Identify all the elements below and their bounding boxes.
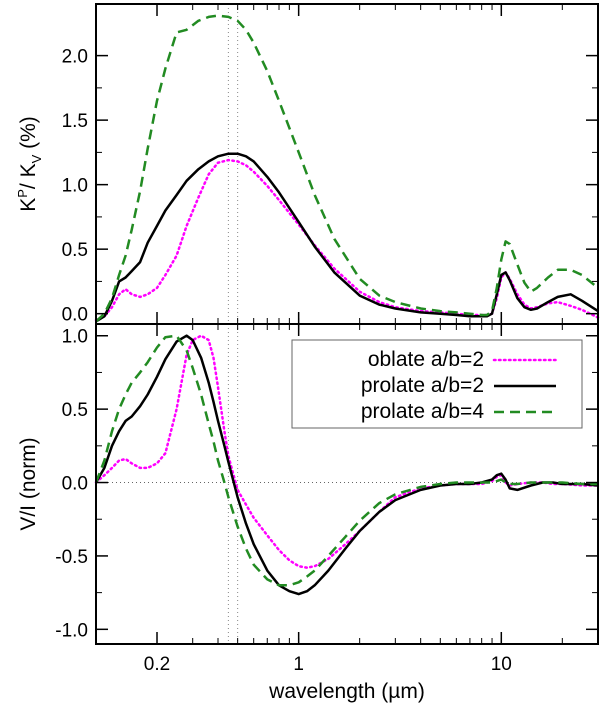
bottom-ytick-label-3: 0.5	[62, 400, 88, 421]
top-series-line-1	[94, 158, 600, 322]
top-panel-frame	[95, 3, 599, 325]
bottom-ytick-label-4: 1.0	[62, 327, 88, 348]
bottom-ytick-label-0: -1.0	[55, 620, 88, 641]
xtick-label-2: 10	[491, 654, 512, 675]
top-ytick-label-4: 2.0	[62, 47, 88, 68]
bottom-y-axis-label: V/I (norm)	[17, 437, 40, 530]
bottom-series-line-1	[94, 334, 600, 569]
legend: oblate a/b=2 prolate a/b=2 prolate a/b=4	[291, 339, 583, 429]
bottom-panel-y-ticks: -1.0 -0.5 0.0 0.5 1.0	[55, 327, 598, 641]
top-ytick-label-3: 1.5	[62, 111, 88, 132]
top-ytick-label-0: 0.0	[62, 305, 88, 326]
top-series-line-3	[95, 14, 599, 323]
top-y-axis-label: KP/ KV (%)	[15, 116, 44, 212]
bottom-series-line-3	[94, 334, 598, 587]
bottom-ytick-label-1: -0.5	[55, 547, 88, 568]
bottom-panel-frame	[95, 323, 599, 645]
legend-box	[291, 339, 583, 429]
legend-label-prolate-ab4: prolate a/b=4	[361, 400, 485, 423]
bottom-panel-reference-lines	[96, 324, 598, 644]
top-ytick-label-2: 1.0	[62, 176, 88, 197]
legend-label-oblate-ab2: oblate a/b=2	[368, 348, 484, 371]
x-axis-ticks: 0.2 1 10	[95, 4, 599, 675]
bottom-ytick-label-2: 0.0	[62, 474, 88, 495]
top-panel-y-ticks: 0.0 0.5 1.0 1.5 2.0	[62, 47, 598, 326]
top-ytick-label-1: 0.5	[62, 240, 88, 261]
bottom-panel-series	[94, 334, 600, 596]
bottom-series-line-2	[94, 334, 599, 596]
top-series-line-2	[95, 152, 599, 323]
xtick-label-1: 1	[293, 654, 304, 675]
top-panel-series	[94, 14, 600, 323]
xtick-label-0: 0.2	[144, 654, 170, 675]
x-axis-label: wavelength (µm)	[268, 680, 425, 703]
top-panel-reference-lines	[227, 4, 239, 324]
legend-label-prolate-ab2: prolate a/b=2	[361, 374, 484, 397]
